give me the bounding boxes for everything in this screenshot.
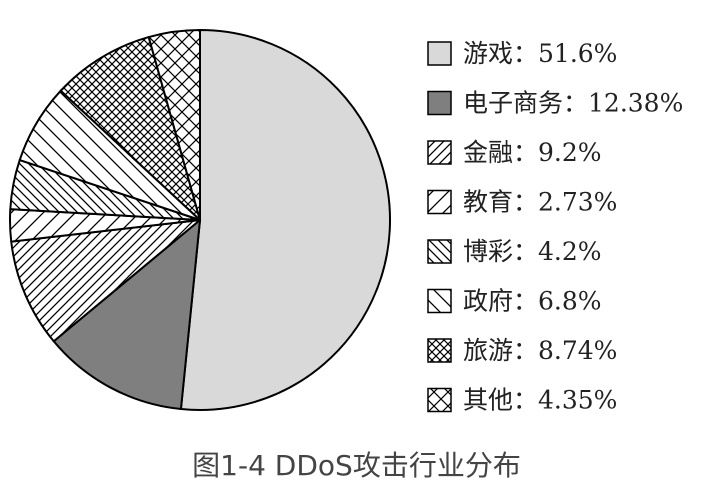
legend-category: 其他： <box>463 386 538 415</box>
legend-label: 旅游：8.74% <box>463 336 617 365</box>
legend-item-3: 金融：9.2% <box>427 138 602 167</box>
legend-label: 电子商务：12.38% <box>463 89 683 118</box>
legend-label: 教育：2.73% <box>463 188 617 217</box>
legend-label: 博彩：4.2% <box>463 237 602 266</box>
legend-item-7: 旅游：8.74% <box>427 336 617 365</box>
legend-category: 电子商务： <box>463 89 588 118</box>
legend-value: 51.6% <box>538 39 617 68</box>
legend-swatch <box>427 189 452 215</box>
legend-category: 政府： <box>463 287 538 316</box>
pie-slice-7 <box>59 36 201 221</box>
legend-label: 其他：4.35% <box>463 386 617 415</box>
legend-value: 8.74% <box>538 336 617 365</box>
legend-value: 12.38% <box>588 89 683 118</box>
legend-label: 游戏：51.6% <box>463 39 617 68</box>
legend-item-2: 电子商务：12.38% <box>427 89 683 118</box>
legend-item-5: 博彩：4.2% <box>427 237 602 266</box>
pie-slice-3 <box>10 219 201 343</box>
legend-category: 游戏： <box>463 39 538 68</box>
legend-item-1: 游戏：51.6% <box>427 39 617 68</box>
legend-item-4: 教育：2.73% <box>427 188 617 217</box>
pie-slice-1 <box>179 29 391 411</box>
pie-slice-8 <box>147 29 201 221</box>
legend: 游戏：51.6%电子商务：12.38%金融：9.2%教育：2.73%博彩：4.2… <box>427 39 683 415</box>
legend-value: 4.2% <box>538 237 602 266</box>
legend-label: 金融：9.2% <box>463 138 602 167</box>
legend-swatch <box>427 90 452 116</box>
legend-swatch <box>427 338 452 363</box>
legend-category: 博彩： <box>463 237 538 266</box>
legend-item-6: 政府：6.8% <box>427 287 602 316</box>
legend-value: 9.2% <box>538 138 602 167</box>
legend-swatch <box>427 239 452 264</box>
legend-item-8: 其他：4.35% <box>427 386 617 415</box>
legend-value: 2.73% <box>538 188 617 217</box>
legend-value: 6.8% <box>538 287 602 316</box>
chart-caption: 图1-4 DDoS攻击行业分布 <box>192 449 521 482</box>
legend-swatch <box>427 41 452 66</box>
legend-category: 教育： <box>463 188 538 217</box>
legend-swatch <box>427 387 452 413</box>
pie-slices <box>9 29 391 411</box>
legend-category: 旅游： <box>463 336 538 365</box>
legend-label: 政府：6.8% <box>463 287 602 316</box>
legend-value: 4.35% <box>538 386 617 415</box>
legend-category: 金融： <box>463 138 538 167</box>
legend-swatch <box>427 288 452 314</box>
pie-slice-2 <box>52 219 201 411</box>
legend-swatch <box>427 140 452 165</box>
